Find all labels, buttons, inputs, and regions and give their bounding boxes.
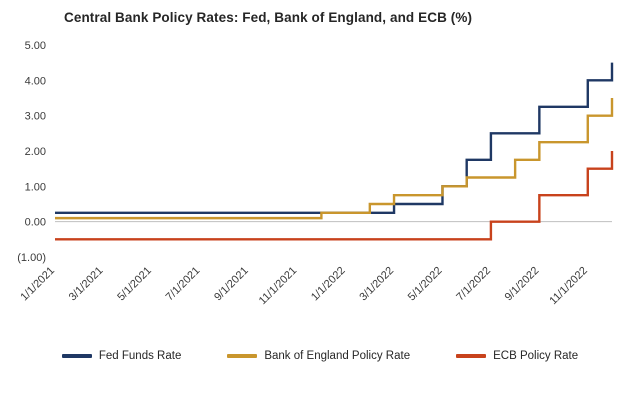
y-axis-tick-label: (1.00) [17, 252, 46, 264]
x-axis-tick-label: 11/1/2022 [547, 265, 590, 308]
legend-item-bank-of-england-policy-rate: Bank of England Policy Rate [227, 350, 410, 362]
x-axis-tick-label: 5/1/2021 [115, 265, 154, 304]
y-axis-tick-label: 0.00 [25, 217, 46, 229]
y-axis-tick-label: 1.00 [25, 181, 46, 193]
legend-item-ecb-policy-rate: ECB Policy Rate [456, 350, 578, 362]
fed-funds-line-swatch [61, 354, 92, 358]
bank-of-england-policy-rate-series-line [55, 98, 614, 220]
legend-label-bank-of-england-policy-rate: Bank of England Policy Rate [264, 350, 411, 362]
y-axis-tick-label: 4.00 [25, 75, 46, 87]
ecb-line-swatch [456, 354, 487, 358]
y-axis-tick-label: 5.00 [25, 40, 46, 52]
x-axis-tick-label: 7/1/2021 [164, 265, 203, 304]
policy-rates-chart: 5.00 4.00 3.00 2.00 1.00 0.00 (1.00)1/1/2021 3/… [17, 40, 614, 308]
x-axis-tick-label: 9/1/2022 [503, 265, 542, 304]
legend-item-fed-funds-rate: Fed Funds Rate [61, 350, 182, 362]
chart-title: Central Bank Policy Rates: Fed, Bank of … [64, 10, 473, 25]
y-axis-tick-label: 3.00 [25, 111, 46, 123]
x-axis-tick-label: 3/1/2021 [67, 265, 106, 304]
chart-legend: Fed Funds Rate Bank of England Policy Ra… [0, 350, 640, 362]
x-axis-tick-label: 7/1/2022 [454, 265, 493, 304]
x-axis-tick-label: 9/1/2021 [212, 265, 251, 304]
legend-label-fed-funds-rate: Fed Funds Rate [98, 350, 182, 362]
x-axis-tick-label: 11/1/2021 [257, 265, 300, 308]
fed-funds-rate-series-line [55, 62, 614, 215]
x-axis-tick-label: 3/1/2022 [357, 265, 396, 304]
bank-of-england-line-swatch [227, 354, 258, 358]
y-axis-tick-label: 2.00 [25, 146, 46, 158]
x-axis-tick-label: 1/1/2021 [18, 265, 57, 304]
x-axis-tick-label: 1/1/2022 [309, 265, 348, 304]
x-axis-tick-label: 5/1/2022 [406, 265, 445, 304]
legend-label-ecb-policy-rate: ECB Policy Rate [493, 350, 579, 362]
ecb-policy-rate-series-line [55, 151, 614, 241]
